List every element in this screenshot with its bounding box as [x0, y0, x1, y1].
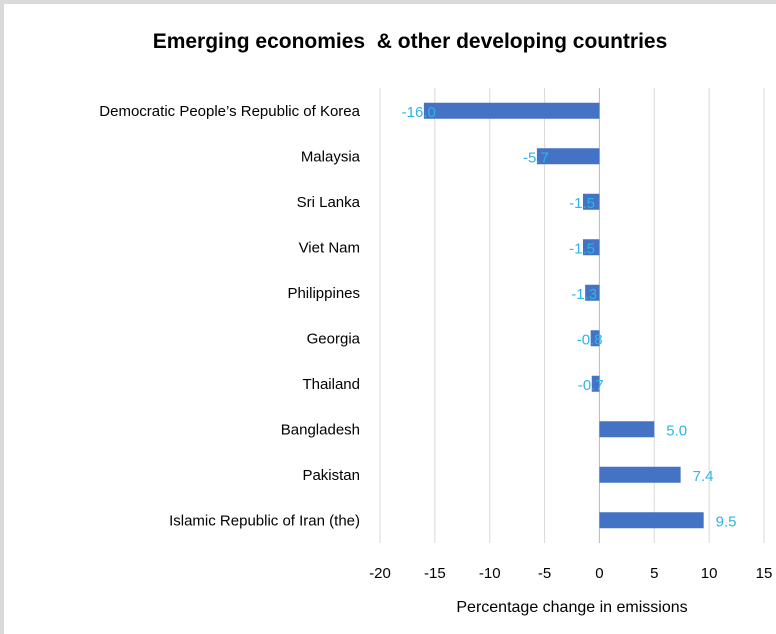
data-label: -16.0 [402, 104, 436, 121]
data-label: -1.3 [571, 286, 597, 303]
data-label: 5.0 [666, 422, 687, 439]
category-label: Georgia [307, 330, 361, 347]
data-label: -1.5 [569, 195, 595, 212]
bar [591, 375, 600, 392]
bar [585, 284, 600, 301]
bar [599, 466, 681, 483]
x-tick-label: 15 [756, 565, 773, 582]
data-label: 9.5 [716, 513, 737, 530]
category-label: Philippines [287, 285, 360, 302]
category-label: Bangladesh [281, 421, 360, 438]
bar [590, 330, 600, 347]
bar [423, 102, 600, 119]
x-tick-label: -20 [369, 565, 391, 582]
bar [582, 239, 600, 256]
data-label: -0.7 [578, 377, 604, 394]
bar [599, 512, 704, 529]
x-tick-label: 10 [701, 565, 718, 582]
data-label: -0.8 [577, 331, 603, 348]
category-label: Islamic Republic of Iran (the) [169, 512, 360, 529]
data-label: 7.4 [693, 468, 714, 485]
bar [536, 148, 600, 165]
bars [423, 102, 704, 529]
x-tick-label: -10 [479, 565, 501, 582]
x-tick-label: -5 [538, 565, 551, 582]
data-label: -1.5 [569, 240, 595, 257]
data-label: -5.7 [523, 149, 549, 166]
x-tick-label: 0 [595, 565, 603, 582]
bar [599, 421, 655, 438]
labels: -20 -15 -10 -5 0 5 10 15 Democratic People’s Rep… [99, 103, 772, 582]
x-axis-title: Percentage change in emissions [456, 599, 687, 616]
x-tick-label: 5 [650, 565, 658, 582]
category-label: Sri Lanka [297, 194, 361, 211]
chart-title: Emerging economies & other developing co… [152, 30, 668, 53]
category-label: Malaysia [301, 148, 361, 165]
x-tick-label: -15 [424, 565, 446, 582]
category-label: Viet Nam [299, 239, 360, 256]
category-label: Democratic People’s Republic of Korea [99, 103, 360, 120]
category-label: Thailand [302, 376, 360, 393]
category-label: Pakistan [302, 467, 360, 484]
bar [582, 193, 600, 210]
